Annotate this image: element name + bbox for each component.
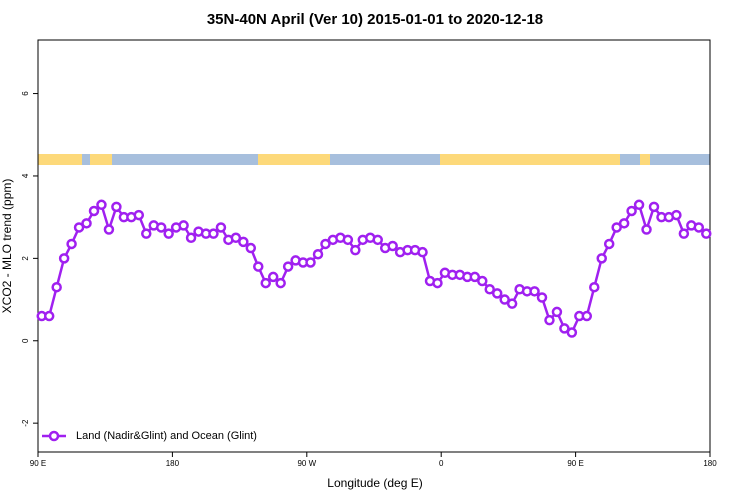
data-point bbox=[320, 238, 331, 250]
legend-marker bbox=[48, 430, 60, 442]
data-point bbox=[611, 222, 622, 233]
data-point bbox=[103, 224, 115, 235]
series-line bbox=[41, 202, 708, 335]
data-point bbox=[618, 218, 630, 229]
data-point bbox=[581, 310, 593, 322]
data-point bbox=[51, 281, 62, 293]
data-point bbox=[648, 201, 660, 213]
data-point bbox=[469, 271, 481, 283]
data-point bbox=[282, 261, 294, 272]
data-point bbox=[81, 218, 92, 229]
data-point bbox=[477, 275, 488, 287]
data-point bbox=[432, 277, 443, 289]
data-point bbox=[417, 246, 428, 258]
data-point bbox=[387, 240, 398, 252]
data-point bbox=[678, 228, 690, 239]
x-axis-label: Longitude (deg E) bbox=[327, 476, 422, 490]
data-point bbox=[275, 277, 286, 289]
data-point bbox=[245, 242, 257, 254]
data-point bbox=[671, 209, 682, 221]
data-point bbox=[603, 238, 615, 250]
data-point bbox=[305, 257, 316, 268]
data-point bbox=[111, 201, 122, 213]
data-point bbox=[73, 222, 85, 233]
data-point bbox=[350, 244, 361, 256]
data-point bbox=[566, 327, 578, 338]
data-point bbox=[589, 281, 600, 293]
data-point bbox=[238, 236, 249, 248]
data-point bbox=[133, 209, 145, 221]
data-point bbox=[260, 277, 271, 289]
data-point bbox=[141, 228, 152, 239]
data-point bbox=[43, 310, 55, 322]
x-tick-label: 180 bbox=[166, 459, 180, 468]
plot-frame bbox=[37, 39, 711, 453]
chart-title: 35N-40N April (Ver 10) 2015-01-01 to 202… bbox=[207, 11, 543, 28]
data-point bbox=[96, 199, 107, 211]
y-tick-label: 0 bbox=[21, 338, 30, 343]
x-tick-label: 0 bbox=[439, 459, 444, 468]
data-point bbox=[342, 234, 354, 246]
data-point bbox=[66, 238, 77, 250]
data-point bbox=[529, 286, 540, 297]
data-point bbox=[208, 228, 219, 239]
data-point bbox=[253, 261, 264, 272]
data-point bbox=[58, 253, 70, 264]
data-point bbox=[633, 199, 645, 211]
data-point bbox=[88, 205, 100, 217]
x-tick-label: 90 E bbox=[567, 459, 583, 468]
data-point bbox=[499, 294, 510, 305]
data-point bbox=[178, 220, 189, 231]
y-tick-label: 2 bbox=[21, 256, 30, 261]
data-point bbox=[185, 232, 197, 244]
data-point bbox=[626, 205, 637, 217]
y-axis-label: XCO2 - MLO trend (ppm) bbox=[0, 179, 14, 314]
data-point bbox=[163, 228, 174, 239]
data-point bbox=[230, 232, 242, 244]
x-tick-label: 90 E bbox=[30, 459, 46, 468]
data-point bbox=[559, 323, 570, 334]
data-point bbox=[641, 224, 652, 235]
data-point bbox=[372, 234, 383, 246]
x-tick-label: 180 bbox=[703, 459, 717, 468]
data-point bbox=[491, 288, 503, 299]
y-tick-label: -2 bbox=[21, 419, 30, 427]
data-point bbox=[506, 298, 518, 309]
data-point bbox=[155, 222, 167, 233]
data-point bbox=[215, 222, 227, 233]
data-point bbox=[536, 292, 548, 303]
y-tick-label: 6 bbox=[21, 91, 30, 96]
x-tick-label: 90 W bbox=[297, 459, 316, 468]
data-point bbox=[551, 306, 563, 318]
legend-label: Land (Nadir&Glint) and Ocean (Glint) bbox=[76, 430, 257, 442]
data-point bbox=[596, 253, 607, 264]
data-point bbox=[312, 248, 324, 260]
data-point bbox=[701, 228, 712, 239]
land-ocean-strip bbox=[38, 154, 710, 165]
y-tick-label: 4 bbox=[21, 173, 30, 178]
data-point bbox=[484, 284, 495, 295]
data-point bbox=[267, 271, 279, 283]
data-point bbox=[544, 314, 555, 326]
data-point bbox=[693, 222, 705, 233]
